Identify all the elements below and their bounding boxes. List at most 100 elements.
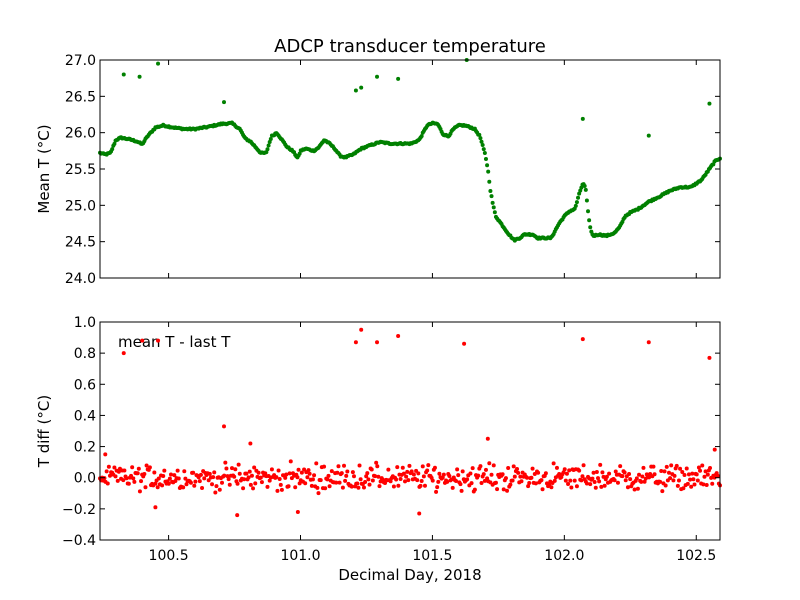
tdiff-point [217, 487, 222, 492]
tdiff-point [600, 470, 605, 475]
tdiff-point [400, 465, 405, 470]
tdiff-point [592, 479, 597, 484]
tdiff-point [666, 470, 671, 475]
tdiff-point [366, 477, 371, 482]
tdiff-point [539, 478, 544, 483]
tdiff-point [188, 480, 193, 485]
tdiff-point [322, 464, 327, 469]
tdiff-point [236, 462, 241, 467]
tdiff-point [552, 478, 557, 483]
tdiff-point [685, 481, 690, 486]
temperature-point [268, 136, 273, 141]
tdiff-point [214, 484, 219, 489]
tdiff-point [628, 477, 633, 482]
tdiff-point [487, 461, 492, 466]
tdiff-point [435, 485, 440, 490]
tdiff-point [543, 471, 548, 476]
tdiff-point [478, 464, 483, 469]
tdiff-point [334, 480, 339, 485]
tdiff-point [411, 472, 416, 477]
tdiff-point [503, 476, 508, 481]
tdiff-point [142, 471, 147, 476]
tdiff-point [276, 468, 281, 473]
tdiff-point [597, 479, 602, 484]
tdiff-point [213, 490, 218, 495]
tdiff-point [501, 487, 506, 492]
tdiff-outlier-point [646, 340, 651, 345]
temperature-point [574, 200, 579, 205]
tdiff-point [612, 478, 617, 483]
tdiff-point [383, 480, 388, 485]
tdiff-point [701, 482, 706, 487]
tdiff-point [669, 463, 674, 468]
tdiff-point [508, 482, 513, 487]
tdiff-outlier-point [103, 452, 108, 457]
tdiff-point [377, 484, 382, 489]
temperature-outlier-point [646, 133, 651, 138]
temperature-point [583, 187, 588, 192]
tdiff-point [374, 460, 379, 465]
top-ticks: 24.0 24.5 25.0 25.5 26.0 26.5 27.0 [65, 53, 720, 287]
tdiff-point [533, 481, 538, 486]
tdiff-point [516, 470, 521, 475]
temperature-point [419, 134, 424, 139]
temperature-outlier-point [707, 101, 712, 106]
tdiff-point [345, 469, 350, 474]
tdiff-point [694, 472, 699, 477]
tdiff-point [232, 474, 237, 479]
tdiff-point [329, 469, 334, 474]
tdiff-point [265, 484, 270, 489]
tdiff-point [206, 478, 211, 483]
tdiff-point [275, 488, 280, 493]
tdiff-point [335, 470, 340, 475]
tdiff-point [526, 484, 531, 489]
tdiff-point [584, 481, 589, 486]
tdiff-point [572, 478, 577, 483]
tdiff-point [193, 479, 198, 484]
temperature-outlier-point [156, 61, 161, 66]
bottom-ticks: 100.5 101.0 101.5 102.0 102.5 −0.4 −0.2 0.0 0.2 0… [62, 315, 720, 564]
tdiff-point [652, 472, 657, 477]
temperature-outlier-point [580, 116, 585, 121]
tdiff-point [536, 470, 541, 475]
tdiff-point [315, 485, 320, 490]
y-tick-label: 27.0 [65, 53, 96, 69]
tdiff-point [293, 485, 298, 490]
tdiff-point [306, 468, 311, 473]
tdiff-point [339, 471, 344, 476]
tdiff-point [518, 474, 523, 479]
tdiff-point [269, 467, 274, 472]
tdiff-point [277, 477, 282, 482]
top-marks [98, 58, 722, 243]
tdiff-point [357, 463, 362, 468]
tdiff-outlier-point [396, 334, 401, 339]
tdiff-point [296, 467, 301, 472]
temperature-point [112, 141, 117, 146]
temperature-outlier-point [137, 74, 142, 79]
tdiff-point [698, 468, 703, 473]
tdiff-point [355, 481, 360, 486]
temperature-point [588, 225, 593, 230]
tdiff-point [506, 466, 511, 471]
tdiff-point [540, 487, 545, 492]
tdiff-point [249, 473, 254, 478]
tdiff-point [680, 470, 685, 475]
tdiff-point [113, 474, 118, 479]
tdiff-point [337, 480, 342, 485]
y-tick-label: −0.2 [62, 502, 96, 518]
tdiff-point [625, 485, 630, 490]
tdiff-point [152, 470, 157, 475]
tdiff-outlier-point [417, 511, 422, 516]
tdiff-point [212, 470, 217, 475]
tdiff-point [505, 488, 510, 493]
tdiff-point [430, 478, 435, 483]
y-tick-label: 25.0 [65, 198, 96, 214]
tdiff-point [363, 479, 368, 484]
tdiff-point [607, 471, 612, 476]
tdiff-point [135, 471, 140, 476]
tdiff-point [183, 476, 188, 481]
tdiff-point [364, 474, 369, 479]
top-y-axis-label: Mean T (°C) [35, 124, 53, 213]
tdiff-point [519, 479, 524, 484]
